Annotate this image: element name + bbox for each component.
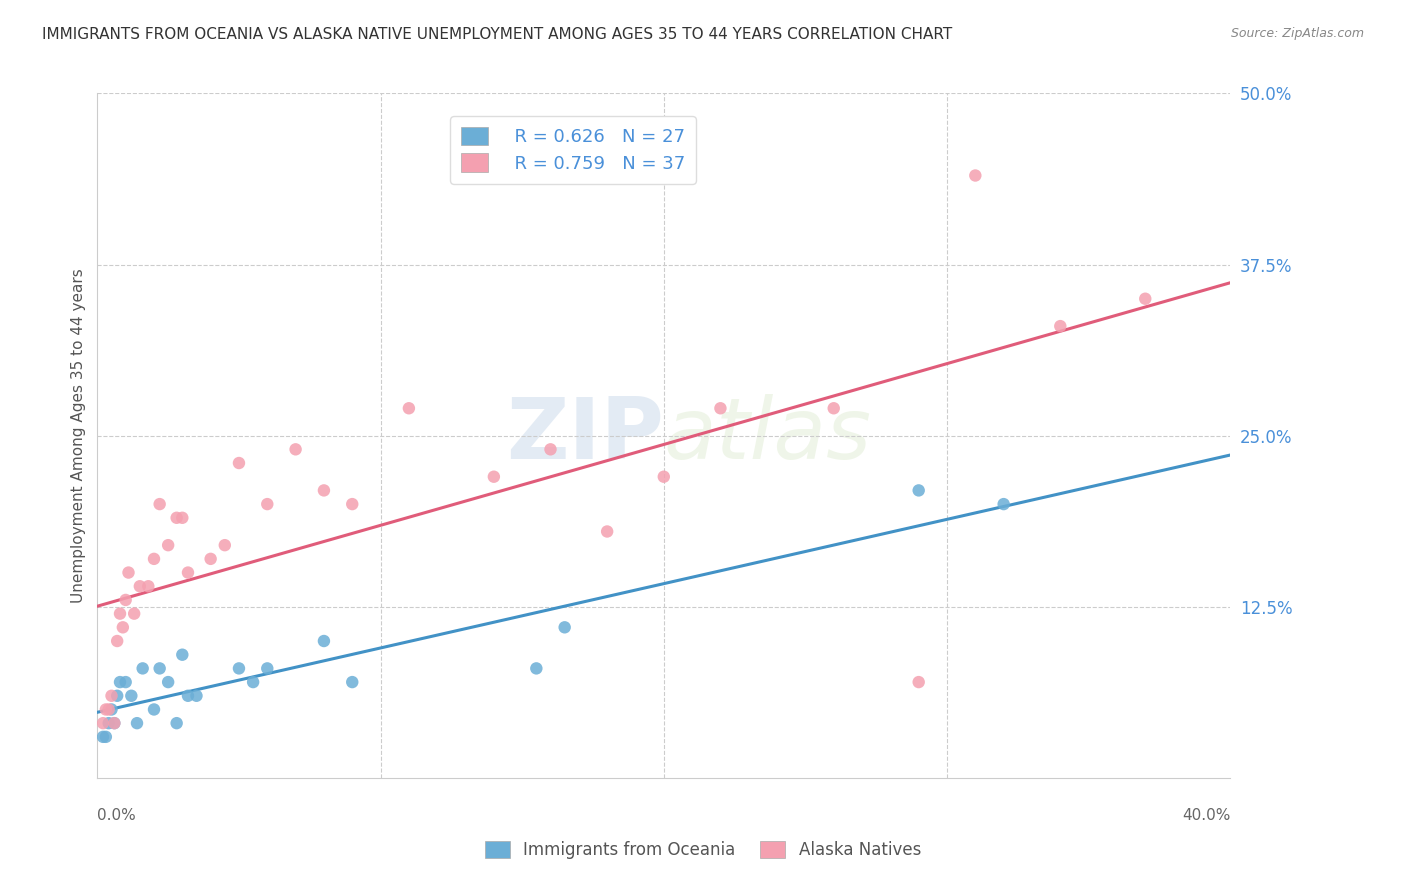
Point xyxy=(105,689,128,703)
Point xyxy=(108,675,131,690)
Text: 0.0%: 0.0% xyxy=(97,808,136,823)
Point xyxy=(108,607,131,621)
Point xyxy=(242,675,264,690)
Point xyxy=(111,620,134,634)
Point xyxy=(596,524,619,539)
Point xyxy=(149,661,172,675)
Point xyxy=(105,634,128,648)
Point xyxy=(1049,319,1071,334)
Point xyxy=(136,579,159,593)
Point xyxy=(342,497,364,511)
Point xyxy=(177,689,200,703)
Point xyxy=(157,675,180,690)
Point xyxy=(114,593,136,607)
Point xyxy=(149,497,172,511)
Point xyxy=(131,661,153,675)
Point xyxy=(524,661,547,675)
Point xyxy=(103,716,125,731)
Point xyxy=(312,634,335,648)
Point xyxy=(228,661,250,675)
Point xyxy=(907,675,929,690)
Point xyxy=(157,538,180,552)
Point xyxy=(103,716,125,731)
Point xyxy=(482,469,505,483)
Point xyxy=(100,689,122,703)
Point xyxy=(214,538,236,552)
Legend:   R = 0.626   N = 27,   R = 0.759   N = 37: R = 0.626 N = 27, R = 0.759 N = 37 xyxy=(450,116,696,184)
Text: IMMIGRANTS FROM OCEANIA VS ALASKA NATIVE UNEMPLOYMENT AMONG AGES 35 TO 44 YEARS : IMMIGRANTS FROM OCEANIA VS ALASKA NATIVE… xyxy=(42,27,952,42)
Point xyxy=(122,607,145,621)
Legend: Immigrants from Oceania, Alaska Natives: Immigrants from Oceania, Alaska Natives xyxy=(478,834,928,866)
Point xyxy=(965,169,987,183)
Point xyxy=(1135,292,1157,306)
Point xyxy=(91,716,114,731)
Point xyxy=(143,552,166,566)
Text: 40.0%: 40.0% xyxy=(1182,808,1230,823)
Point xyxy=(652,469,675,483)
Point xyxy=(256,661,278,675)
Point xyxy=(166,716,188,731)
Point xyxy=(177,566,200,580)
Point xyxy=(120,689,142,703)
Point xyxy=(94,702,117,716)
Point xyxy=(114,675,136,690)
Point xyxy=(128,579,150,593)
Y-axis label: Unemployment Among Ages 35 to 44 years: Unemployment Among Ages 35 to 44 years xyxy=(72,268,86,603)
Point xyxy=(993,497,1015,511)
Point xyxy=(256,497,278,511)
Point xyxy=(97,702,120,716)
Point xyxy=(342,675,364,690)
Point xyxy=(907,483,929,498)
Point xyxy=(143,702,166,716)
Point xyxy=(97,716,120,731)
Point xyxy=(540,442,562,457)
Point xyxy=(312,483,335,498)
Point xyxy=(91,730,114,744)
Point xyxy=(823,401,845,416)
Point xyxy=(398,401,420,416)
Point xyxy=(709,401,731,416)
Point xyxy=(172,648,194,662)
Text: atlas: atlas xyxy=(664,394,872,477)
Point xyxy=(172,510,194,524)
Text: ZIP: ZIP xyxy=(506,394,664,477)
Point xyxy=(186,689,208,703)
Point xyxy=(125,716,148,731)
Point xyxy=(200,552,222,566)
Point xyxy=(94,730,117,744)
Point xyxy=(100,702,122,716)
Point xyxy=(554,620,576,634)
Point xyxy=(166,510,188,524)
Point xyxy=(117,566,139,580)
Text: Source: ZipAtlas.com: Source: ZipAtlas.com xyxy=(1230,27,1364,40)
Point xyxy=(284,442,307,457)
Point xyxy=(228,456,250,470)
